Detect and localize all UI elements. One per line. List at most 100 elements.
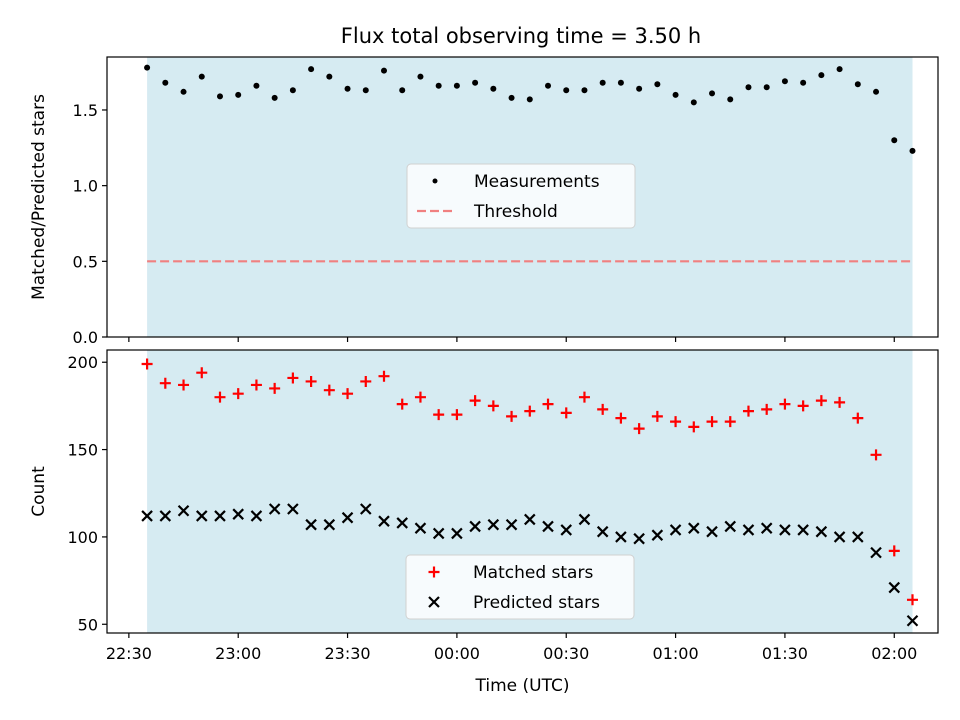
- y-axis-label: Matched/Predicted stars: [29, 94, 49, 300]
- data-point: [250, 510, 263, 522]
- data-point: [216, 93, 223, 100]
- y-tick-label: 100: [67, 528, 98, 547]
- y-axis-label: Count: [29, 466, 49, 517]
- data-point: [781, 78, 788, 85]
- data-point: [308, 66, 315, 73]
- data-point: [508, 94, 515, 101]
- data-point: [615, 412, 627, 424]
- legend-label: Matched stars: [473, 563, 593, 583]
- data-point: [232, 388, 244, 400]
- data-point: [706, 525, 718, 538]
- data-point: [362, 87, 369, 94]
- data-point: [214, 510, 226, 522]
- data-point: [724, 520, 737, 533]
- x-axis-label: Time (UTC): [475, 676, 570, 696]
- data-point: [633, 423, 645, 435]
- legend-label: Threshold: [473, 202, 558, 222]
- data-point: [688, 522, 700, 534]
- data-point: [378, 515, 390, 527]
- data-point: [873, 88, 880, 95]
- data-point: [651, 410, 663, 422]
- data-point: [906, 594, 918, 606]
- data-point: [250, 379, 262, 391]
- data-point: [852, 531, 864, 543]
- data-point: [763, 84, 770, 91]
- data-point: [724, 416, 736, 428]
- data-point: [253, 82, 260, 89]
- data-point: [560, 407, 572, 419]
- data-point: [906, 614, 919, 627]
- data-point: [669, 524, 682, 536]
- data-point: [414, 522, 427, 534]
- data-point: [891, 137, 898, 144]
- data-point: [599, 79, 606, 86]
- data-point: [761, 403, 773, 415]
- y-tick-label: 0.5: [73, 252, 98, 271]
- data-point: [779, 524, 791, 536]
- bottom-panel: 50 100 150 200 22:30 23:00 23:30 00:00 00:30 01:0…: [29, 349, 939, 696]
- data-point: [269, 382, 281, 394]
- data-point: [159, 510, 172, 522]
- legend-label: Predicted stars: [473, 593, 600, 613]
- x-tick-label: 23:30: [324, 644, 370, 663]
- legend-marker-measurements: [432, 178, 438, 184]
- data-point: [815, 395, 827, 407]
- data-point: [745, 84, 752, 91]
- data-point: [305, 375, 317, 387]
- legend: Measurements Threshold: [406, 163, 636, 229]
- data-point: [818, 72, 825, 79]
- data-point: [672, 91, 679, 98]
- data-point: [432, 527, 445, 540]
- data-point: [727, 96, 734, 103]
- data-point: [232, 508, 244, 520]
- data-point: [506, 410, 518, 422]
- data-point: [271, 94, 278, 101]
- data-point: [834, 396, 846, 408]
- data-point: [596, 525, 609, 538]
- data-point: [578, 391, 590, 403]
- y-tick-label: 200: [67, 353, 98, 372]
- data-point: [888, 545, 900, 557]
- data-point: [706, 416, 718, 428]
- data-point: [469, 520, 481, 533]
- legend-box: [406, 163, 636, 229]
- data-point: [833, 531, 846, 543]
- x-tick-label: 02:00: [871, 644, 917, 663]
- data-point: [162, 79, 169, 86]
- data-point: [360, 375, 372, 387]
- x-tick-label: 01:30: [762, 644, 808, 663]
- y-tick-label: 0.0: [73, 328, 98, 347]
- y-tick-label: 150: [67, 441, 98, 460]
- legend-marker-matched: [428, 566, 440, 578]
- data-point: [289, 87, 296, 94]
- x-tick-label: 23:00: [215, 644, 261, 663]
- data-point: [344, 85, 351, 92]
- data-point: [709, 90, 716, 97]
- data-point: [469, 395, 481, 407]
- data-point: [381, 67, 387, 74]
- data-point: [617, 79, 624, 86]
- x-tick-label: 00:00: [434, 644, 480, 663]
- data-point: [636, 85, 643, 92]
- data-point: [854, 81, 861, 88]
- data-point: [654, 81, 661, 88]
- data-point: [870, 546, 882, 559]
- data-point: [909, 147, 916, 154]
- data-point: [417, 73, 424, 80]
- data-point: [578, 513, 591, 526]
- data-point: [323, 518, 336, 531]
- data-point: [779, 398, 791, 410]
- data-point: [797, 400, 809, 412]
- data-point: [526, 96, 533, 103]
- x-tick-label: 01:00: [653, 644, 699, 663]
- axes-frame: [106, 56, 939, 338]
- data-point: [359, 503, 372, 515]
- data-point: [235, 91, 242, 98]
- top-panel: 0.0 0.5 1.0 1.5 Matched/Predicted stars Measu…: [29, 56, 939, 347]
- data-point: [472, 79, 479, 86]
- data-point: [198, 73, 205, 80]
- data-point: [287, 372, 299, 384]
- y-tick-label: 50: [78, 615, 98, 634]
- data-point: [542, 520, 554, 533]
- data-point: [399, 87, 406, 94]
